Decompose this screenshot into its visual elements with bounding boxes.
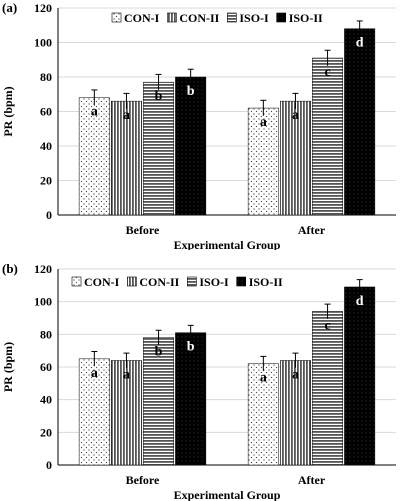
bar-iso-i-after [312, 311, 344, 466]
x-axis-title: Experimental Group [174, 488, 281, 501]
y-tick-label: 120 [34, 1, 52, 15]
bar-con-ii-after [279, 360, 311, 466]
x-tick-label: After [298, 473, 326, 487]
bar-con-i-before [78, 97, 110, 216]
y-tick-label: 40 [40, 393, 52, 407]
legend-label: CON-II [139, 275, 179, 289]
y-tick-label: 0 [46, 208, 52, 222]
y-tick-label: 0 [46, 458, 52, 472]
bar-iso-i-after [312, 57, 344, 216]
bar-con-ii-before [110, 100, 142, 216]
legend-swatch [227, 12, 237, 23]
panel-label: (a) [2, 0, 17, 15]
legend-swatch [111, 12, 122, 23]
legend-swatch [167, 12, 177, 23]
legend-swatch [236, 276, 247, 287]
chart-panel-a: (a) 0 20 40 60 80 100 120 PR (bpm) a a b b Before a a c d… [0, 0, 402, 250]
y-tick-label: 80 [40, 327, 52, 341]
bar-iso-ii-after [344, 286, 376, 466]
legend-label: CON-I [84, 275, 120, 289]
y-tick-label: 100 [34, 295, 52, 309]
chart-panel-b: (b) 0 20 40 60 80 100 120 PR (bpm) a a b b Before a a c d… [0, 251, 402, 501]
legend-label: ISO-I [199, 275, 229, 289]
legend-swatch [127, 276, 137, 287]
bar-chart-a: (a) 0 20 40 60 80 100 120 PR (bpm) a a b b Before a a c d… [1, 0, 396, 250]
legend-label: ISO-I [239, 11, 269, 25]
x-tick-label: Before [126, 473, 160, 487]
y-tick-label: 20 [40, 174, 52, 188]
y-tick-label: 100 [34, 36, 52, 50]
y-axis-title: PR (bpm) [1, 342, 15, 392]
significance-letter: a [292, 108, 299, 123]
bar-chart-b: (b) 0 20 40 60 80 100 120 PR (bpm) a a b b Before a a c d… [1, 261, 396, 501]
significance-letter: a [123, 367, 130, 382]
y-tick-label: 40 [40, 139, 52, 153]
y-tick-label: 80 [40, 70, 52, 84]
bar-con-i-after [247, 107, 279, 216]
significance-letter: d [356, 36, 364, 51]
significance-letter: b [187, 340, 195, 355]
significance-letter: a [260, 371, 267, 386]
bar-iso-ii-after [344, 28, 376, 216]
significance-letter: d [356, 294, 364, 309]
x-tick-label: After [298, 223, 326, 237]
y-tick-label: 60 [40, 105, 52, 119]
significance-letter: c [324, 65, 330, 80]
significance-letter: c [324, 318, 330, 333]
y-tick-label: 20 [40, 425, 52, 439]
significance-letter: a [292, 367, 299, 382]
legend-label: ISO-II [249, 275, 283, 289]
bar-iso-ii-before [175, 332, 207, 466]
y-tick-label: 120 [34, 262, 52, 276]
legend-swatch [71, 276, 82, 287]
x-axis-title: Experimental Group [174, 238, 281, 250]
y-axis-title: PR (bpm) [1, 86, 15, 136]
bar-con-i-before [78, 358, 110, 466]
legend-label: ISO-II [289, 11, 323, 25]
significance-letter: a [260, 115, 267, 130]
bar-con-ii-after [279, 100, 311, 216]
legend-swatch [187, 276, 197, 287]
significance-letter: b [187, 84, 195, 99]
significance-letter: b [155, 345, 163, 360]
bar-con-i-after [247, 363, 279, 466]
significance-letter: a [91, 105, 98, 120]
bar-iso-ii-before [175, 76, 207, 216]
y-tick-label: 60 [40, 360, 52, 374]
significance-letter: a [123, 108, 130, 123]
legend-label: CON-I [124, 11, 160, 25]
legend-swatch [276, 12, 287, 23]
x-tick-label: Before [126, 223, 160, 237]
legend-label: CON-II [179, 11, 219, 25]
panel-label: (b) [2, 261, 18, 276]
significance-letter: b [155, 89, 163, 104]
significance-letter: a [91, 366, 98, 381]
